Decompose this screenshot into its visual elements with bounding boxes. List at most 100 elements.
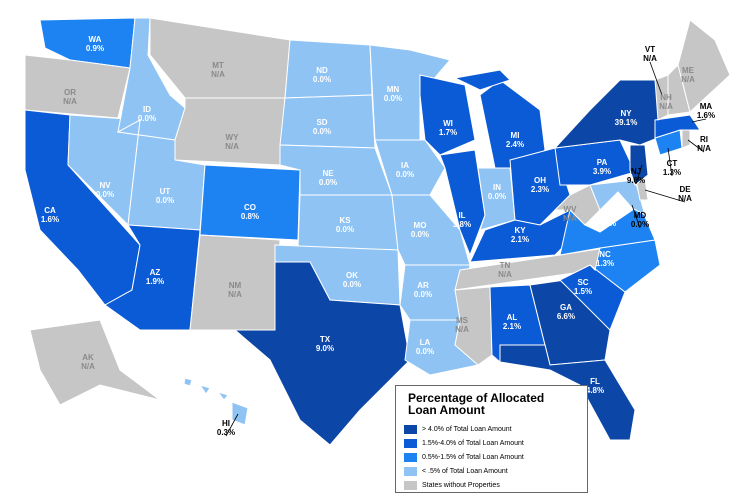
state-name: HI [222, 419, 230, 428]
state-value: N/A [211, 70, 225, 79]
state-name: KY [514, 226, 526, 235]
state-value: N/A [81, 362, 95, 371]
state-name: CT [667, 159, 678, 168]
state-name: IA [401, 161, 409, 170]
state-name: WV [564, 205, 578, 214]
state-name: DE [679, 185, 691, 194]
state-value: 0.0% [96, 190, 114, 199]
state-value: 9.6% [627, 176, 645, 185]
state-name: NH [660, 93, 672, 102]
legend-label: 0.5%-1.5% of Total Loan Amount [422, 453, 524, 461]
state-shape [477, 167, 516, 231]
state-shape [183, 377, 193, 387]
state-name: MI [511, 131, 520, 140]
state-name: SD [316, 118, 327, 127]
state-name: ID [143, 105, 151, 114]
state-shape [677, 19, 731, 113]
state-name: IN [493, 183, 501, 192]
state-shape [198, 384, 211, 395]
state-name: UT [160, 187, 171, 196]
state-value: 2.3% [531, 185, 549, 194]
state-value: 1.7% [439, 128, 457, 137]
legend-swatch [404, 480, 417, 490]
state-value: 3.9% [593, 167, 611, 176]
state-value: N/A [563, 214, 577, 223]
state-shape [469, 209, 586, 263]
state-name: OR [64, 88, 76, 97]
state-name: SC [577, 278, 588, 287]
state-shape [231, 401, 249, 426]
legend-item: > 4.0% of Total Loan Amount [404, 422, 579, 436]
legend-item: < .5% of Total Loan Amount [404, 464, 579, 478]
state-value: 0.0% [343, 280, 361, 289]
state-shape [149, 17, 291, 99]
state-value: 0.3% [217, 428, 235, 437]
legend-title: Percentage of Allocated Loan Amount [408, 391, 545, 417]
state-value: 0.0% [313, 75, 331, 84]
state-shape [29, 319, 161, 406]
state-value: 0.0% [416, 347, 434, 356]
state-value: 9.0% [316, 344, 334, 353]
state-value: N/A [455, 325, 469, 334]
state-value: 0.0% [384, 94, 402, 103]
state-name: MN [387, 85, 400, 94]
state-value: N/A [228, 290, 242, 299]
state-value: 1.6% [697, 111, 715, 120]
state-value: N/A [678, 194, 692, 203]
state-name: KS [339, 216, 351, 225]
state-value: N/A [681, 75, 695, 84]
state-name: NY [620, 109, 632, 118]
state-name: MS [456, 316, 469, 325]
state-name: NM [229, 281, 242, 290]
state-value: N/A [643, 54, 657, 63]
state-name: CO [244, 203, 256, 212]
state-value: 4.8% [586, 386, 604, 395]
state-shape [174, 97, 286, 166]
state-shape [24, 54, 131, 119]
state-name: PA [597, 158, 608, 167]
state-value: 0.8% [241, 212, 259, 221]
legend-swatch [404, 452, 417, 462]
state-value: 2.1% [503, 322, 521, 331]
state-name: WY [226, 133, 240, 142]
legend-swatch [404, 466, 417, 476]
state-shape [374, 139, 446, 196]
state-name: VA [602, 210, 613, 219]
state-value: 0.0% [319, 178, 337, 187]
state-shape [629, 144, 649, 186]
state-name: RI [700, 135, 708, 144]
state-value: 0.0% [313, 127, 331, 136]
state-value: 39.1% [615, 118, 638, 127]
callout-line [631, 204, 641, 229]
callout-line [667, 147, 673, 177]
callout-line [687, 139, 705, 153]
state-value: 0.0% [396, 170, 414, 179]
state-shape [681, 129, 691, 149]
state-value: 2.1% [511, 235, 529, 244]
state-name: TN [500, 261, 511, 270]
legend-items: > 4.0% of Total Loan Amount 1.5%-4.0% of … [404, 422, 579, 492]
state-value: N/A [659, 102, 673, 111]
state-name: ND [316, 66, 328, 75]
state-value: 1.9% [146, 277, 164, 286]
legend-swatch [404, 438, 417, 448]
legend-item: 1.5%-4.0% of Total Loan Amount [404, 436, 579, 450]
state-name: GA [560, 303, 572, 312]
state-name: IL [458, 211, 465, 220]
state-name: NC [599, 250, 611, 259]
state-value: 0.9% [86, 44, 104, 53]
state-value: 1.6% [41, 215, 59, 224]
state-value: 0.0% [488, 192, 506, 201]
state-name: TX [320, 335, 331, 344]
callout-line [691, 118, 707, 123]
state-value: 6.6% [557, 312, 575, 321]
state-name: MO [414, 221, 427, 230]
state-name: VT [645, 45, 655, 54]
legend-label: < .5% of Total Loan Amount [422, 467, 508, 475]
state-value: N/A [697, 144, 711, 153]
state-shape [453, 69, 511, 91]
callout-line [225, 413, 239, 437]
state-value: 3.8% [453, 220, 471, 229]
state-shape [439, 149, 486, 257]
